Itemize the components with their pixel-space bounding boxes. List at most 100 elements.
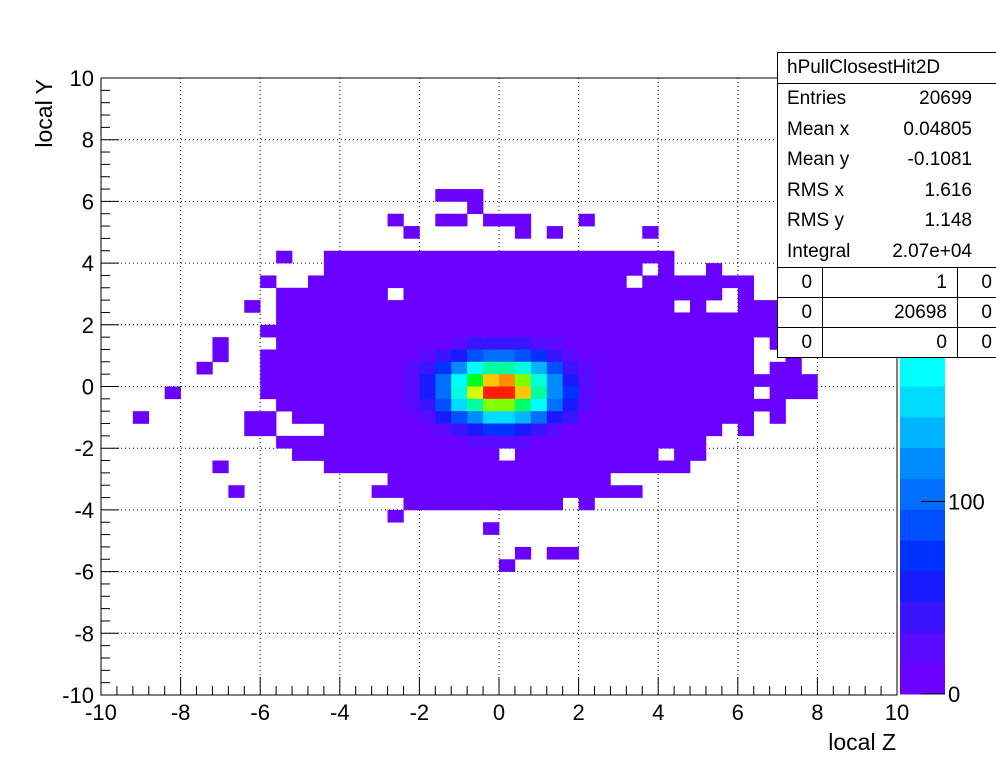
- histogram-bin: [260, 275, 277, 289]
- histogram-bin: [546, 250, 563, 264]
- stats-title: hPullClosestHit2D: [778, 53, 996, 84]
- histogram-bin: [403, 374, 420, 387]
- histogram-bin: [626, 312, 643, 326]
- histogram-bin: [721, 275, 739, 289]
- stats-value: 2.07e+04: [892, 240, 972, 262]
- histogram-bin: [292, 386, 309, 400]
- histogram-bin: [371, 324, 388, 338]
- histogram-bin: [307, 361, 325, 375]
- histogram-bin: [355, 398, 372, 412]
- histogram-bin: [371, 411, 388, 424]
- stats-label: Mean x: [787, 118, 850, 140]
- histogram-bin: [514, 460, 532, 474]
- histogram-bin: [642, 398, 659, 412]
- histogram-bin: [610, 386, 627, 400]
- histogram-bin: [260, 361, 277, 375]
- histogram-bin: [499, 435, 516, 449]
- histogram-bin: [276, 386, 293, 400]
- histogram-bin: [483, 435, 500, 449]
- histogram-bin: [371, 398, 388, 412]
- histogram-bin: [530, 386, 548, 400]
- histogram-bin: [483, 324, 500, 338]
- histogram-bin: [419, 497, 436, 511]
- histogram-bin: [483, 497, 500, 511]
- histogram-bin: [387, 472, 404, 486]
- histogram-bin: [323, 287, 341, 301]
- histogram-bin: [753, 374, 770, 387]
- histogram-bin: [323, 337, 341, 350]
- histogram-bin: [769, 361, 786, 375]
- histogram-bin: [276, 287, 293, 301]
- histogram-bin: [419, 435, 436, 449]
- histogram-bin: [546, 546, 563, 560]
- histogram-bin: [562, 448, 579, 461]
- histogram-bin: [562, 423, 579, 437]
- histogram-bin: [626, 263, 643, 276]
- histogram-bin: [642, 386, 659, 400]
- histogram-bin: [514, 386, 532, 400]
- histogram-bin: [658, 275, 675, 289]
- histogram-bin: [387, 448, 404, 461]
- histogram-bin: [514, 423, 532, 437]
- histogram-bin: [530, 287, 548, 301]
- histogram-bin: [435, 423, 452, 437]
- histogram-bin: [514, 497, 532, 511]
- histogram-bin: [578, 337, 595, 350]
- histogram-bin: [594, 448, 611, 461]
- histogram-bin: [626, 349, 643, 363]
- histogram-bin: [499, 213, 516, 227]
- histogram-bin: [737, 324, 755, 338]
- histogram-bin: [610, 250, 627, 264]
- histogram-bin: [307, 337, 325, 350]
- x-tick-label: -2: [410, 700, 430, 725]
- histogram-bin: [292, 398, 309, 412]
- histogram-bin: [419, 300, 436, 313]
- histogram-bin: [307, 411, 325, 424]
- histogram-bin: [483, 398, 500, 412]
- histogram-bin: [355, 275, 372, 289]
- histogram-bin: [546, 337, 563, 350]
- histogram-bin: [339, 312, 357, 326]
- histogram-bin: [387, 300, 404, 313]
- histogram-bin: [435, 287, 452, 301]
- stats-row: Entries 20699: [778, 84, 996, 115]
- colorbar-segment: [900, 632, 945, 664]
- histogram-bin: [419, 263, 436, 276]
- histogram-bin: [642, 448, 659, 461]
- histogram-bin: [514, 411, 532, 424]
- histogram-bin: [403, 300, 420, 313]
- histogram-bin: [292, 337, 309, 350]
- y-tick-labels: -10 -8 -6 -4 -2 0 2 4 6 8 10: [62, 66, 94, 708]
- histogram-bin: [737, 287, 755, 301]
- y-tick-label: 10: [70, 66, 94, 91]
- histogram-bin: [499, 324, 516, 338]
- histogram-bin: [578, 324, 595, 338]
- stats-label: Integral: [787, 240, 851, 262]
- histogram-bin: [578, 312, 595, 326]
- histogram-bin: [514, 312, 532, 326]
- histogram-bin: [610, 324, 627, 338]
- histogram-bin: [483, 374, 500, 387]
- histogram-bin: [323, 374, 341, 387]
- histogram-bin: [499, 411, 516, 424]
- histogram-bin: [562, 485, 579, 498]
- histogram-bin: [530, 472, 548, 486]
- histogram-bin: [546, 226, 563, 239]
- histogram-bin: [403, 398, 420, 412]
- histogram-bin: [387, 213, 404, 227]
- histogram-bin: [514, 337, 532, 350]
- histogram-bin: [451, 448, 468, 461]
- histogram-bin: [403, 497, 420, 511]
- histogram-bin: [562, 411, 579, 424]
- histogram-bin: [435, 398, 452, 412]
- histogram-bin: [483, 361, 500, 375]
- histogram-bin: [435, 485, 452, 498]
- histogram-bin: [610, 435, 627, 449]
- histogram-bin: [387, 386, 404, 400]
- histogram-bin: [467, 497, 484, 511]
- histogram-bin: [260, 411, 277, 424]
- histogram-bin: [514, 398, 532, 412]
- histogram-bin: [339, 386, 357, 400]
- histogram-bin: [483, 460, 500, 474]
